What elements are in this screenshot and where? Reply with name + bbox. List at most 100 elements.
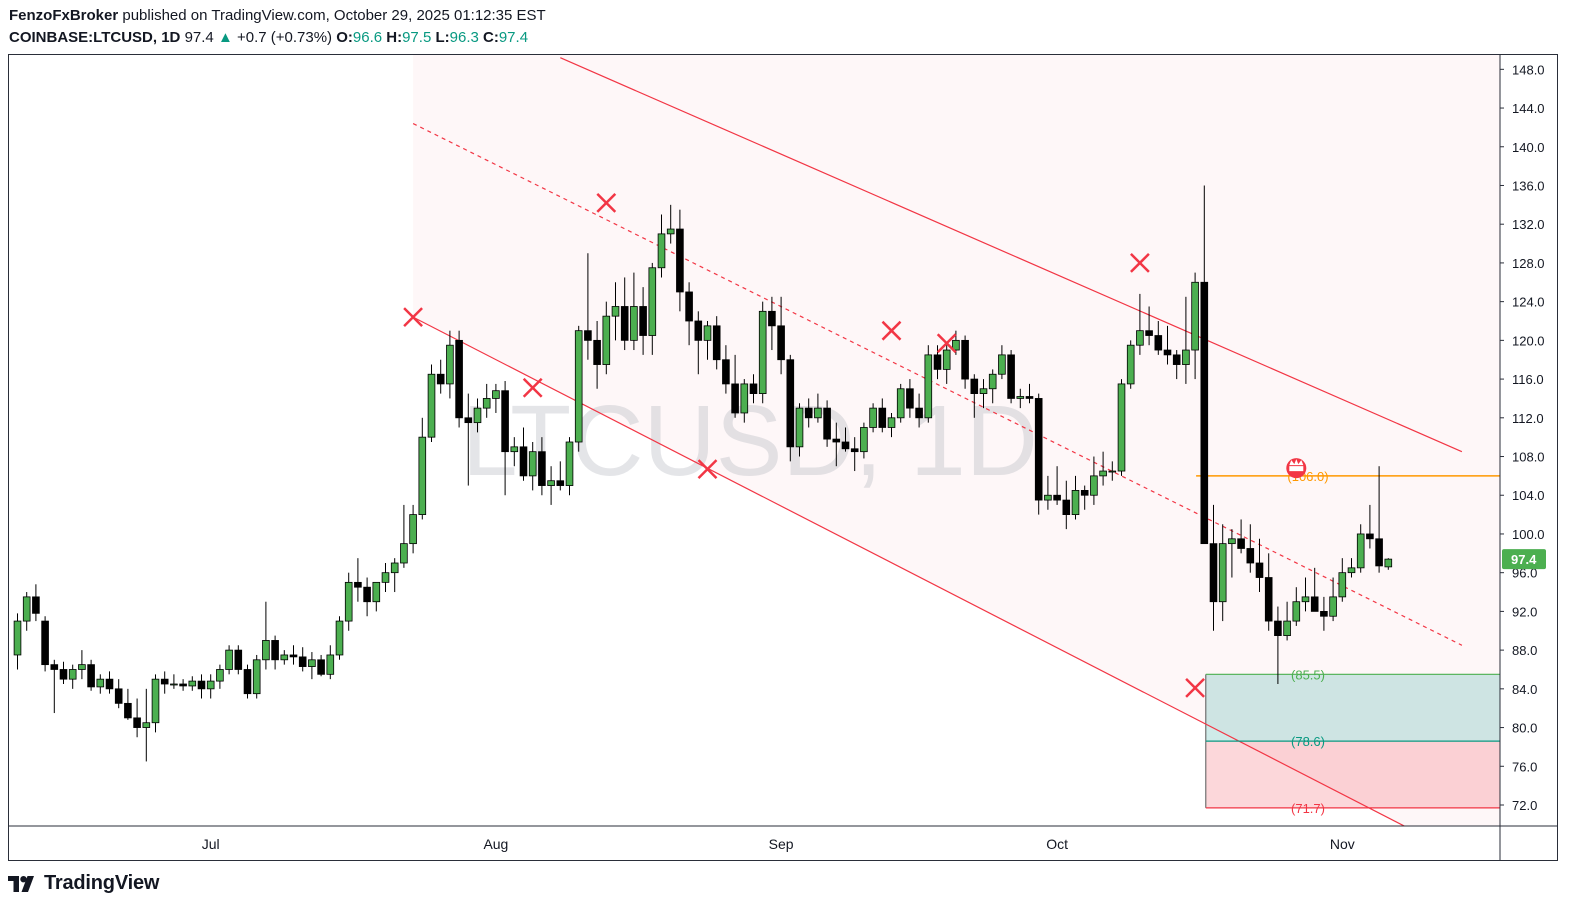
candle[interactable]: [1007, 350, 1015, 404]
candle[interactable]: [547, 466, 555, 505]
candle[interactable]: [620, 277, 629, 351]
candle[interactable]: [896, 383, 905, 423]
candle[interactable]: [133, 698, 141, 738]
candle[interactable]: [317, 654, 325, 677]
candle[interactable]: [252, 654, 261, 699]
candle[interactable]: [1044, 475, 1052, 510]
candle[interactable]: [1062, 480, 1071, 530]
candle[interactable]: [427, 364, 436, 442]
candle[interactable]: [87, 659, 95, 691]
candle[interactable]: [68, 664, 77, 689]
candle[interactable]: [823, 400, 831, 447]
candle[interactable]: [473, 398, 482, 433]
candle[interactable]: [206, 674, 215, 699]
candle[interactable]: [777, 296, 785, 375]
candle[interactable]: [381, 563, 390, 593]
candle[interactable]: [1274, 606, 1282, 684]
candle[interactable]: [372, 581, 381, 612]
candle[interactable]: [1255, 538, 1264, 593]
candle[interactable]: [1384, 558, 1393, 570]
candle[interactable]: [988, 369, 997, 404]
candle[interactable]: [924, 345, 933, 423]
candle[interactable]: [942, 345, 951, 384]
symbol-name[interactable]: COINBASE:LTCUSD, 1D: [9, 29, 181, 46]
candle[interactable]: [602, 301, 611, 375]
candle[interactable]: [1310, 567, 1319, 612]
candle[interactable]: [510, 437, 519, 467]
candle[interactable]: [1228, 529, 1236, 578]
candle[interactable]: [280, 650, 289, 665]
candle[interactable]: [961, 335, 969, 389]
candle[interactable]: [878, 398, 887, 433]
candle[interactable]: [1025, 383, 1034, 404]
candle[interactable]: [1080, 485, 1089, 510]
candle[interactable]: [41, 616, 49, 672]
candle[interactable]: [657, 214, 666, 278]
candle[interactable]: [455, 330, 463, 428]
candle[interactable]: [1016, 388, 1025, 409]
candle[interactable]: [390, 558, 399, 593]
candle[interactable]: [105, 671, 114, 694]
candle[interactable]: [1154, 321, 1163, 355]
candle[interactable]: [1338, 558, 1347, 602]
candle[interactable]: [160, 671, 169, 694]
candle[interactable]: [188, 676, 197, 691]
candle[interactable]: [151, 674, 160, 733]
candle[interactable]: [1375, 466, 1383, 573]
candle[interactable]: [749, 374, 758, 404]
candle[interactable]: [1209, 504, 1218, 631]
candle[interactable]: [363, 577, 371, 617]
candle[interactable]: [492, 383, 500, 413]
candle[interactable]: [262, 601, 270, 670]
candle[interactable]: [179, 679, 187, 691]
candle[interactable]: [464, 393, 473, 486]
candle[interactable]: [611, 282, 620, 341]
candle[interactable]: [1283, 601, 1291, 641]
candle[interactable]: [298, 647, 307, 672]
candle[interactable]: [648, 262, 657, 355]
candle[interactable]: [1264, 553, 1273, 631]
candle[interactable]: [814, 393, 822, 423]
target-hit-icon[interactable]: [1286, 458, 1307, 479]
candle[interactable]: [832, 422, 841, 467]
candle[interactable]: [1237, 519, 1245, 554]
candle[interactable]: [114, 679, 123, 709]
candle[interactable]: [703, 321, 712, 360]
candle[interactable]: [418, 417, 427, 520]
candle[interactable]: [528, 442, 537, 491]
candle[interactable]: [1145, 306, 1153, 346]
candle[interactable]: [970, 374, 979, 418]
candle[interactable]: [308, 652, 316, 680]
candle[interactable]: [344, 572, 353, 631]
candle[interactable]: [289, 645, 298, 665]
publisher-name[interactable]: FenzoFxBroker: [9, 7, 119, 24]
candle[interactable]: [59, 661, 68, 684]
candle[interactable]: [639, 287, 647, 355]
candle[interactable]: [1071, 475, 1080, 520]
candle[interactable]: [1200, 185, 1209, 545]
candle[interactable]: [50, 659, 59, 714]
candle[interactable]: [804, 398, 813, 428]
candle[interactable]: [170, 674, 178, 689]
candle[interactable]: [501, 381, 509, 496]
candle[interactable]: [1090, 456, 1098, 505]
candle[interactable]: [1136, 293, 1144, 355]
candle[interactable]: [1099, 451, 1107, 486]
channel-upper-line[interactable]: [560, 57, 1463, 453]
candle[interactable]: [666, 204, 675, 244]
candle[interactable]: [271, 635, 279, 670]
candle[interactable]: [887, 412, 896, 438]
candle[interactable]: [574, 325, 583, 452]
candle[interactable]: [860, 422, 868, 459]
footer-brand[interactable]: TradingView: [8, 872, 159, 895]
candle[interactable]: [1301, 577, 1310, 612]
candle[interactable]: [409, 504, 417, 554]
candle[interactable]: [234, 645, 243, 675]
candle[interactable]: [1218, 524, 1227, 622]
candle[interactable]: [354, 558, 362, 602]
candle[interactable]: [1126, 340, 1135, 389]
candle[interactable]: [216, 664, 224, 689]
candle[interactable]: [142, 688, 151, 762]
candle[interactable]: [786, 354, 795, 462]
candle[interactable]: [78, 650, 86, 680]
